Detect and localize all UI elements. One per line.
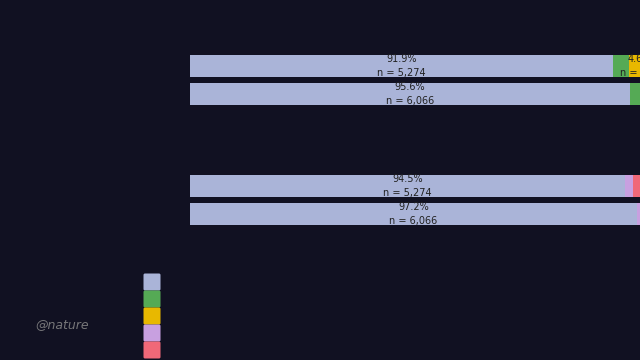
Text: 4.6%
n = 259: 4.6% n = 259 (620, 54, 640, 78)
Bar (190, 55, 612, 77)
Text: 91.9%
n = 5,274: 91.9% n = 5,274 (377, 54, 426, 78)
Bar (190, 83, 630, 105)
FancyBboxPatch shape (143, 324, 161, 342)
Bar (190, 203, 637, 225)
Bar (629, 55, 640, 77)
Bar (190, 175, 625, 197)
FancyBboxPatch shape (143, 307, 161, 324)
Text: 95.6%
n = 6,066: 95.6% n = 6,066 (386, 82, 434, 106)
FancyBboxPatch shape (143, 342, 161, 359)
FancyBboxPatch shape (143, 274, 161, 291)
Text: @nature: @nature (35, 318, 88, 331)
Bar (633, 175, 640, 197)
Bar (630, 83, 640, 105)
Bar (637, 203, 640, 225)
Bar (612, 55, 629, 77)
Text: 97.2%
n = 6,066: 97.2% n = 6,066 (389, 202, 438, 226)
Text: 94.5%
n = 5,274: 94.5% n = 5,274 (383, 174, 431, 198)
FancyBboxPatch shape (143, 291, 161, 307)
Bar (625, 175, 633, 197)
